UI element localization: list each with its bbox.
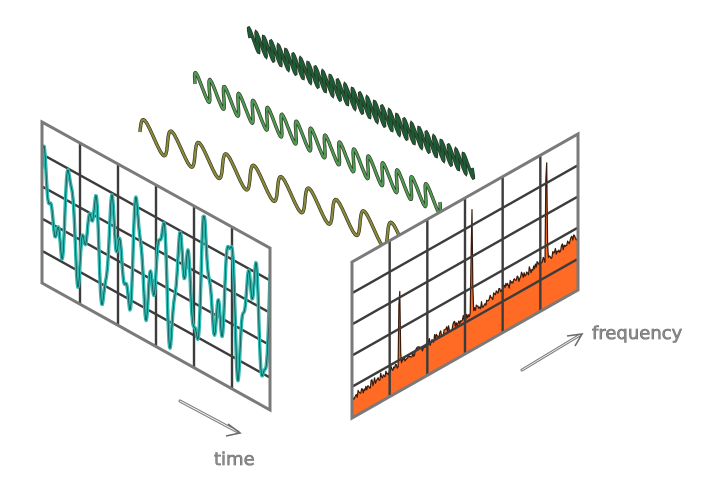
time-panel-border xyxy=(40,119,272,413)
component-waves xyxy=(138,25,476,261)
frequency-axis-label: frequency xyxy=(592,323,683,344)
time-domain-panel xyxy=(40,119,272,413)
frequency-domain-panel xyxy=(350,131,580,421)
frequency-arrow-icon xyxy=(520,332,584,372)
low-frequency-wave xyxy=(138,118,417,260)
mid-frequency-wave xyxy=(193,71,442,215)
time-axis-label: time xyxy=(214,449,255,470)
grid-line xyxy=(351,164,579,295)
grid-line xyxy=(351,226,579,357)
grid-line xyxy=(351,257,579,388)
frequency-panel-border xyxy=(350,131,580,421)
high-frequency-wave xyxy=(247,26,475,180)
time-signal-curve-edge xyxy=(42,145,270,381)
time-arrow-icon xyxy=(178,399,242,437)
frequency-panel-grid xyxy=(351,155,579,397)
grid-line xyxy=(351,195,579,326)
